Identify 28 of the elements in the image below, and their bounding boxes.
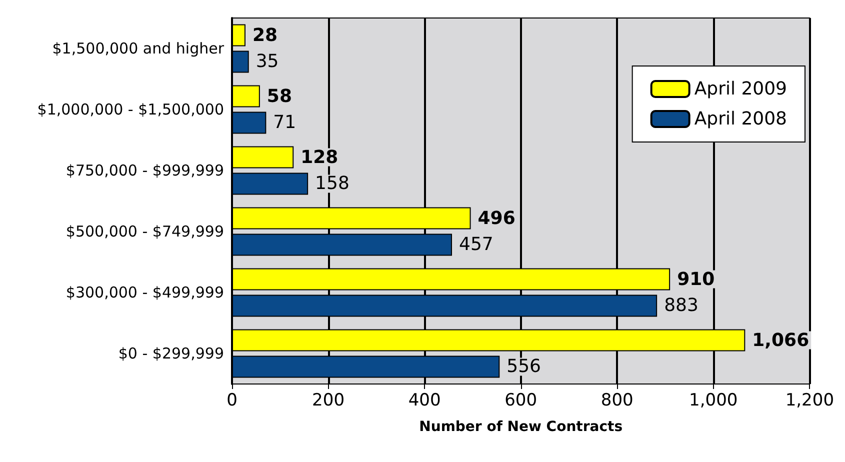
x-tick-label: 800	[600, 390, 634, 410]
data-label: 71	[273, 112, 296, 134]
data-label: 128	[300, 146, 338, 168]
legend-label: April 2008	[694, 108, 787, 130]
data-label: 58	[266, 86, 292, 107]
x-tick-label: 600	[504, 390, 538, 410]
x-tick-label: 1,000	[689, 390, 738, 410]
x-tick-label: 200	[312, 390, 345, 410]
x-axis-title: Number of New Contracts	[419, 419, 623, 435]
y-tick-label: $1,500,000 and higher	[52, 40, 225, 58]
data-label: 496	[478, 208, 516, 229]
data-label: 457	[458, 234, 494, 256]
data-label: 35	[256, 51, 279, 72]
y-tick-label: $1,000,000 - $1,500,000	[37, 100, 224, 118]
x-tick-label: 1,200	[785, 390, 834, 410]
y-tick-label: $750,000 - $999,999	[66, 162, 224, 180]
data-label: 1,066	[752, 330, 810, 351]
x-tick-label: 0	[226, 390, 238, 410]
legend-label: April 2009	[694, 78, 787, 100]
y-tick-label: $500,000 - $749,999	[66, 222, 224, 240]
data-label: 158	[315, 173, 350, 194]
y-tick-label: $0 - $299,999	[118, 344, 224, 362]
data-label: 28	[252, 24, 278, 46]
y-tick-label: $300,000 - $499,999	[66, 284, 224, 302]
data-label: 556	[506, 356, 542, 378]
x-tick-label: 400	[408, 390, 441, 410]
data-label: 883	[664, 295, 698, 316]
data-label: 910	[677, 268, 715, 290]
